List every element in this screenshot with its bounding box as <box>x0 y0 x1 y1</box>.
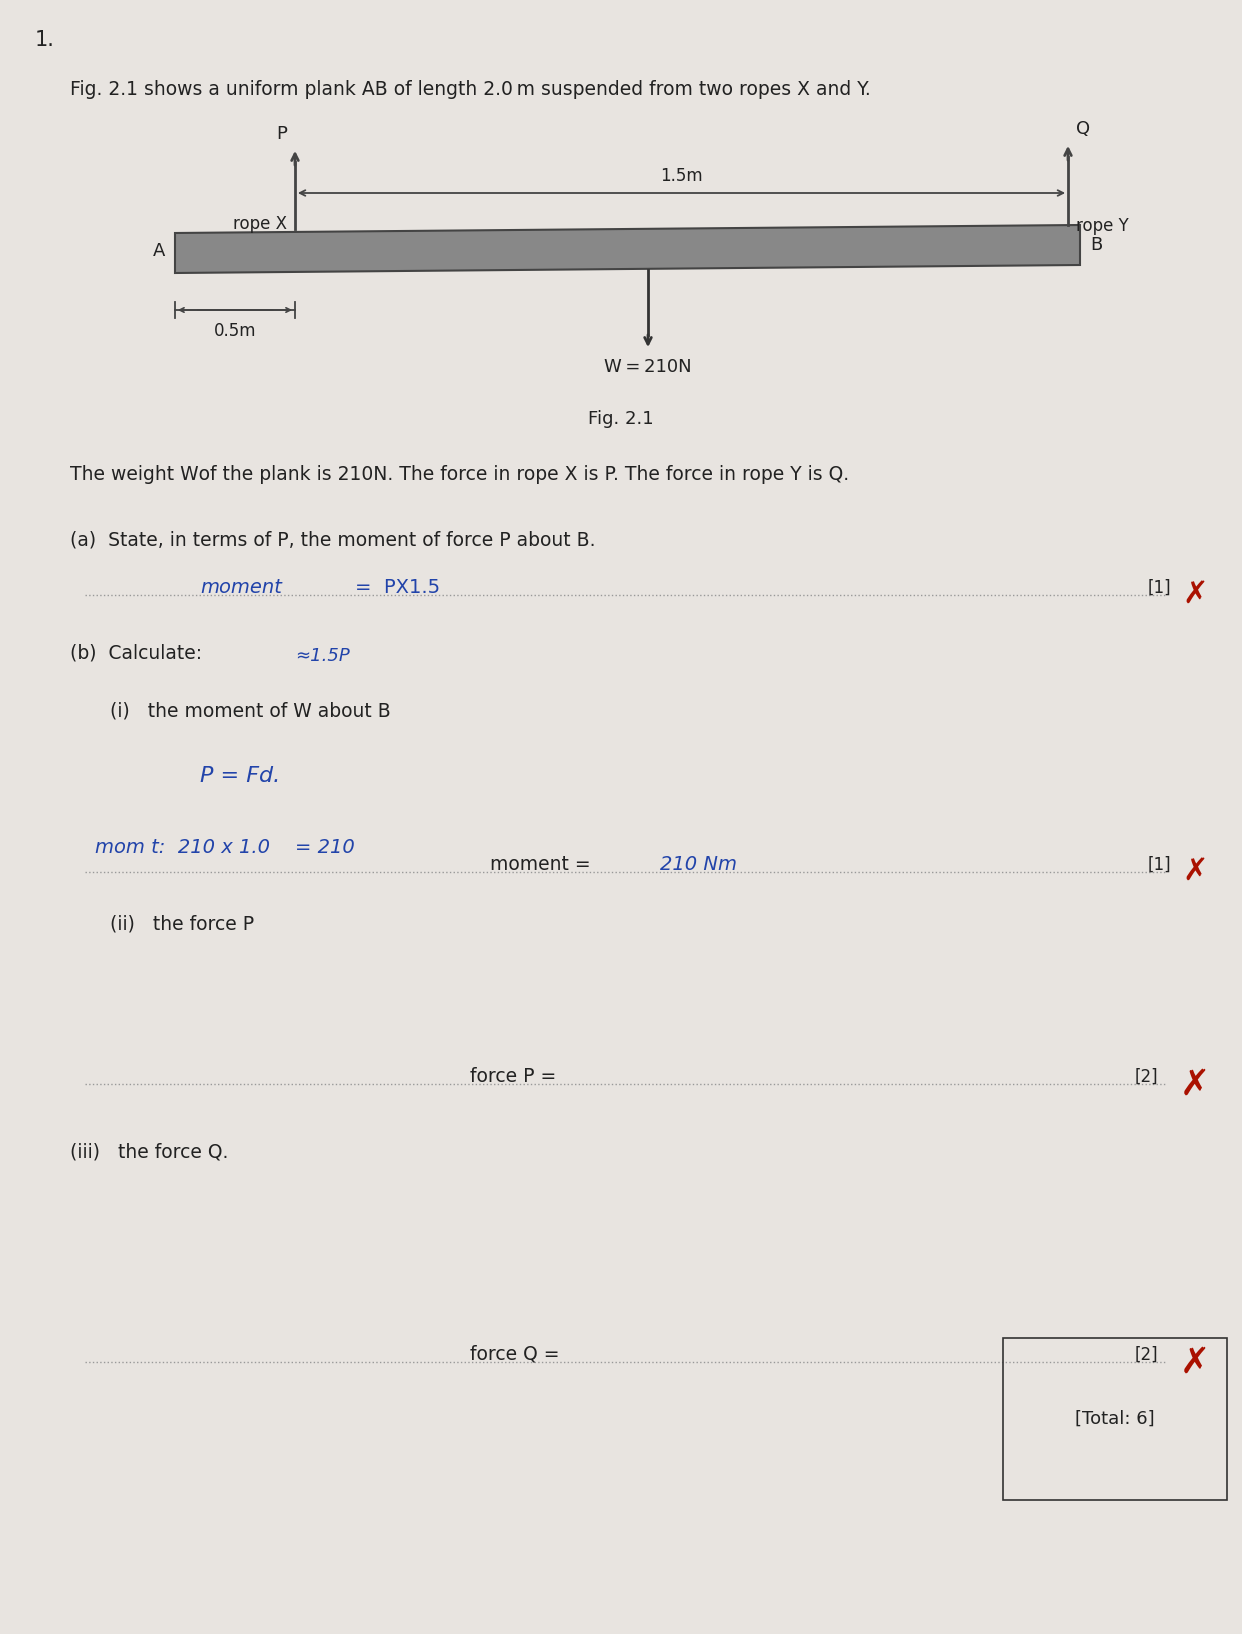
Text: [2]: [2] <box>1135 1346 1159 1364</box>
Text: ≈1.5P: ≈1.5P <box>296 647 350 665</box>
Text: P = Fd.: P = Fd. <box>200 766 281 786</box>
Text: 1.5m: 1.5m <box>661 167 703 185</box>
Text: rope Y: rope Y <box>1076 217 1129 235</box>
Text: force P =: force P = <box>469 1067 556 1087</box>
Text: ✗: ✗ <box>1180 1069 1210 1101</box>
Text: 210 Nm: 210 Nm <box>660 855 737 874</box>
Text: 1.: 1. <box>35 29 55 51</box>
Text: [1]: [1] <box>1148 578 1171 596</box>
Text: [Total: 6]: [Total: 6] <box>1076 1410 1155 1428</box>
Text: 0.5m: 0.5m <box>214 322 256 340</box>
Text: Fig. 2.1 shows a uniform plank AB of length 2.0 m suspended from two ropes X and: Fig. 2.1 shows a uniform plank AB of len… <box>70 80 871 100</box>
Text: force Q =: force Q = <box>469 1345 559 1364</box>
Text: (iii)   the force Q.: (iii) the force Q. <box>70 1142 229 1162</box>
Text: (b)  Calculate:: (b) Calculate: <box>70 644 202 662</box>
Text: (i)   the moment of W about B: (i) the moment of W about B <box>111 701 391 721</box>
Text: A: A <box>153 242 165 260</box>
Text: [1]: [1] <box>1148 856 1171 874</box>
Text: Q: Q <box>1076 119 1090 137</box>
Text: ✗: ✗ <box>1180 1346 1210 1381</box>
Text: moment =: moment = <box>491 855 591 874</box>
Text: mom t:  210 x 1.0    = 210: mom t: 210 x 1.0 = 210 <box>94 838 355 856</box>
Text: B: B <box>1090 235 1102 253</box>
Text: =  PX1.5: = PX1.5 <box>355 578 440 596</box>
Text: The weight W​of the plank is 210N. The force in rope X is P. The force in rope Y: The weight W​of the plank is 210N. The f… <box>70 466 850 484</box>
Text: moment: moment <box>200 578 282 596</box>
Text: P: P <box>276 124 287 144</box>
Text: [2]: [2] <box>1135 1069 1159 1087</box>
Text: (ii)   the force P: (ii) the force P <box>111 913 255 933</box>
Text: ✗: ✗ <box>1182 580 1207 609</box>
Text: W = 210N: W = 210N <box>604 358 692 376</box>
Text: (a)  State, in terms of P, the moment of force P about B.: (a) State, in terms of P, the moment of … <box>70 529 595 549</box>
Text: ✗: ✗ <box>1182 856 1207 886</box>
Text: Fig. 2.1: Fig. 2.1 <box>589 410 653 428</box>
Polygon shape <box>175 225 1081 273</box>
Text: rope X: rope X <box>233 216 287 234</box>
